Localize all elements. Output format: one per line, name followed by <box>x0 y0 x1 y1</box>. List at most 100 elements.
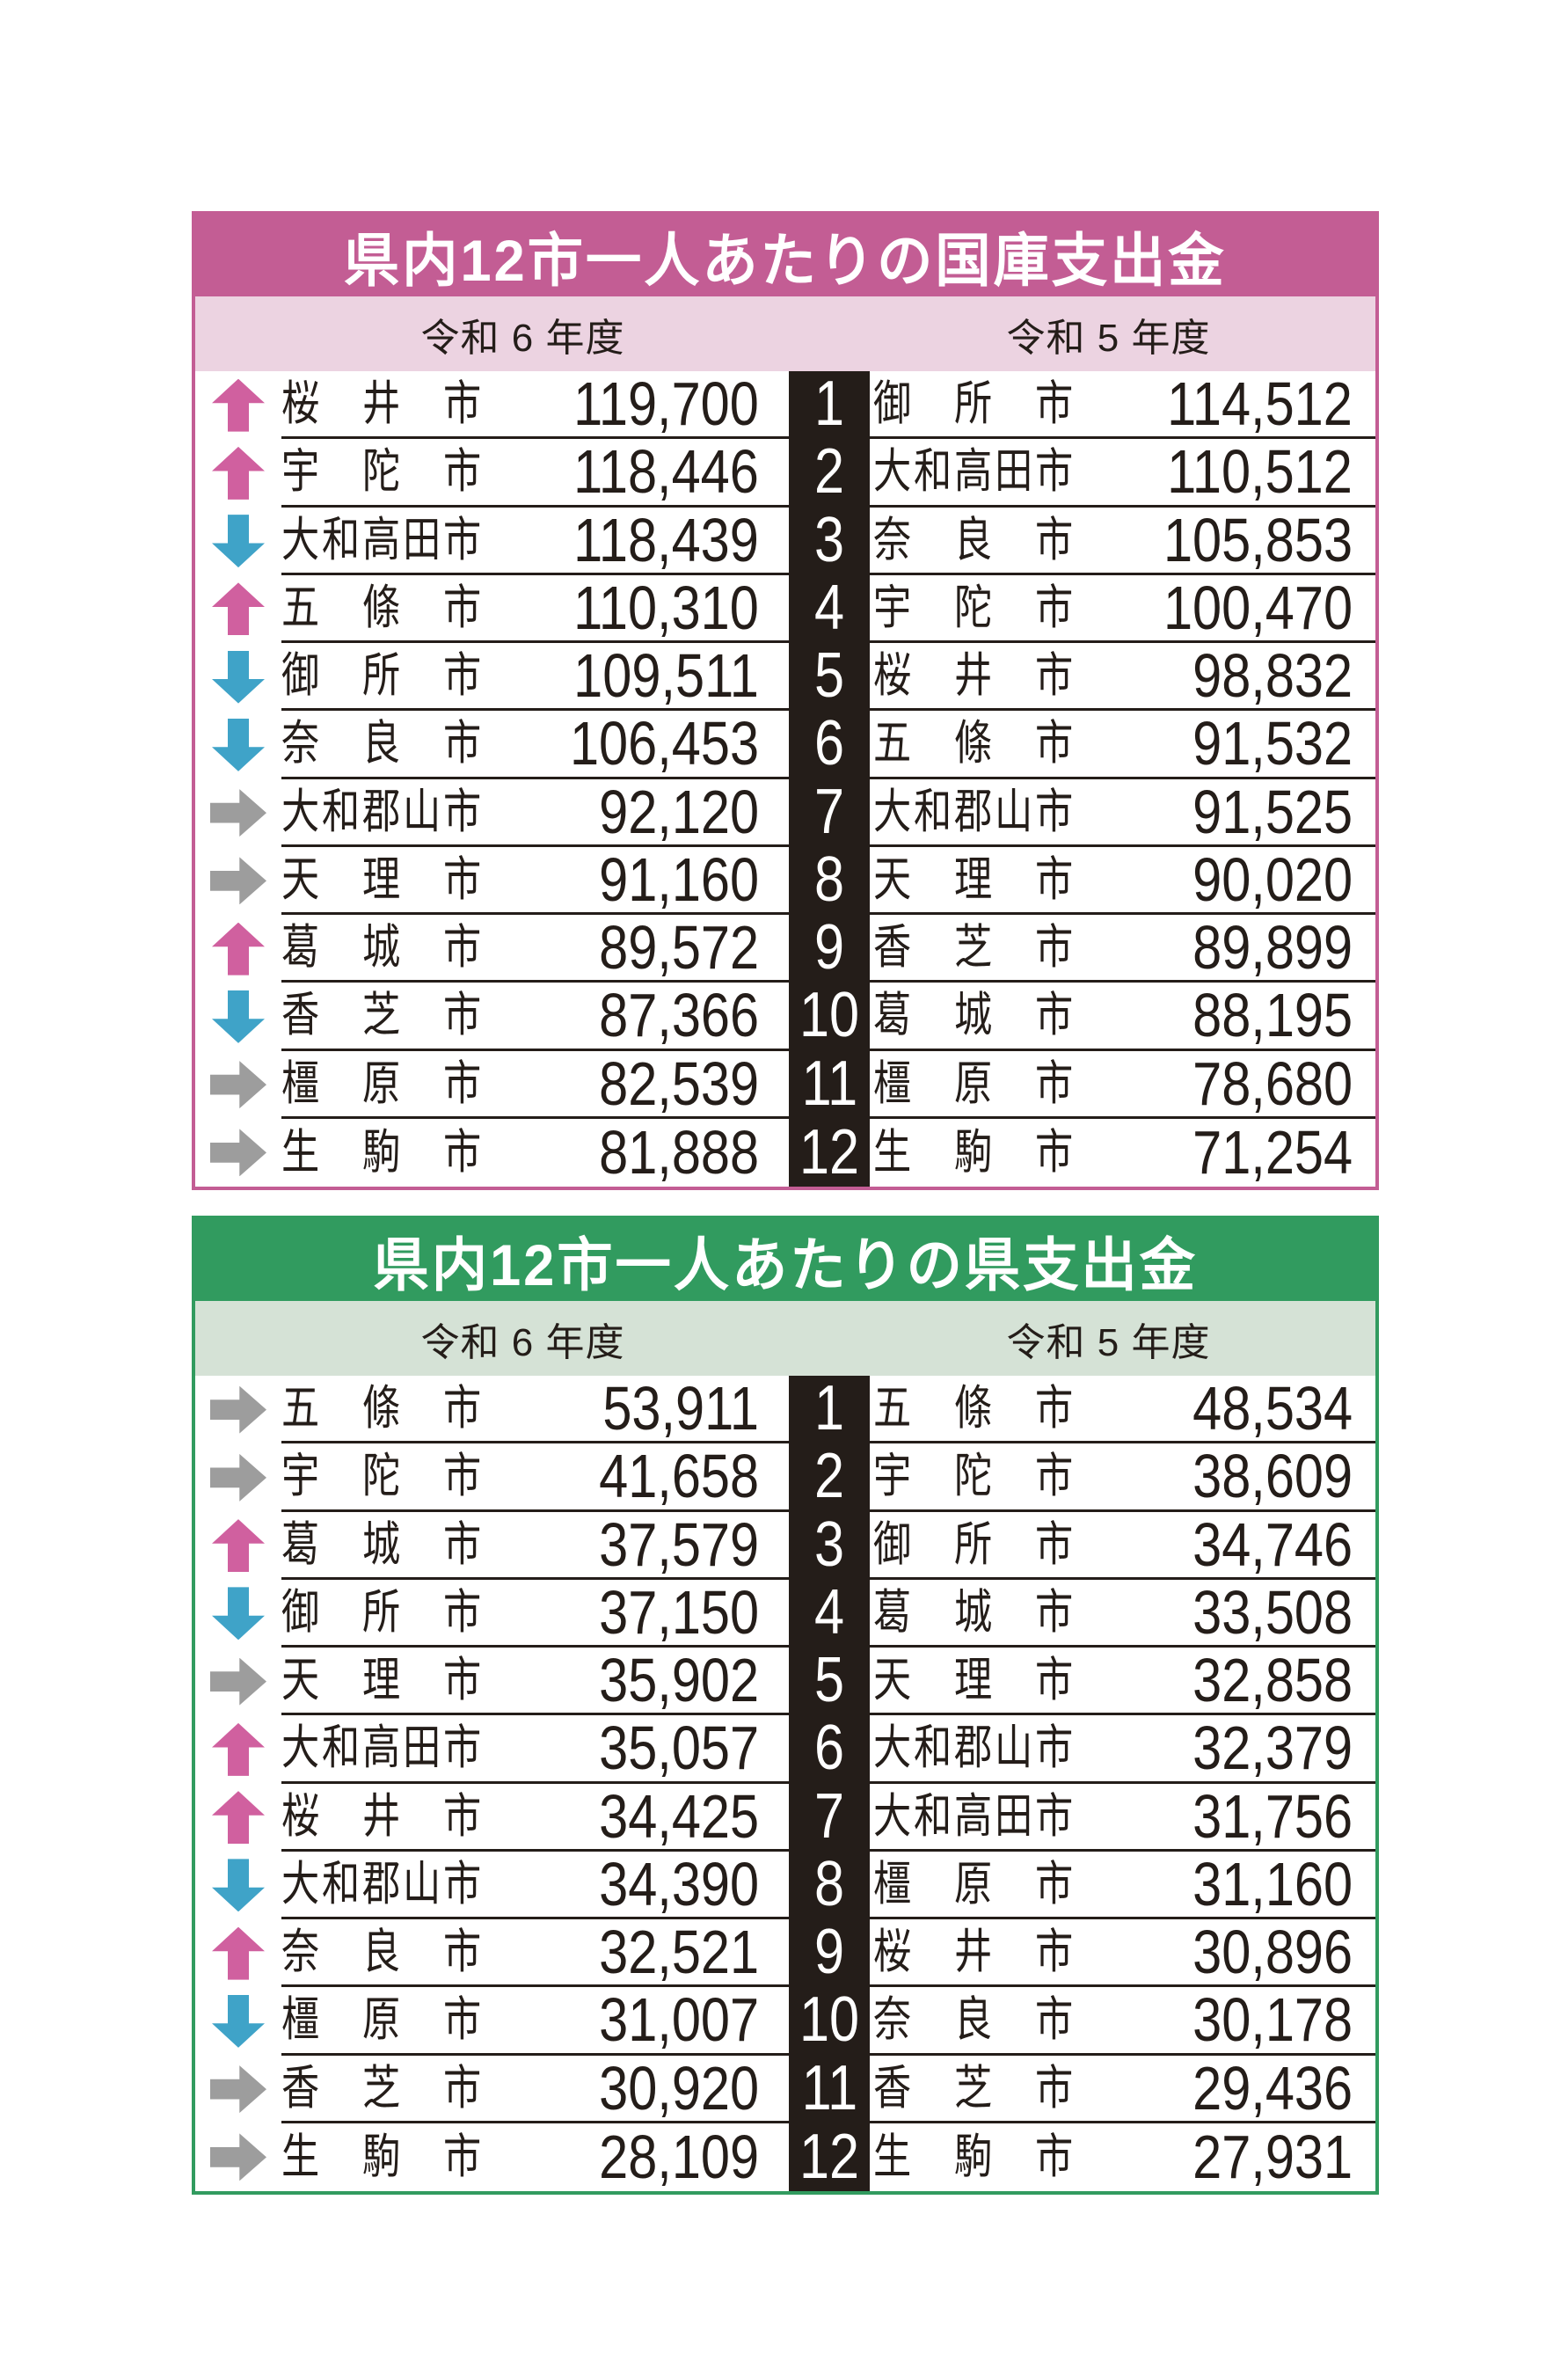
city-name-reiwa6: 宇陀市 <box>281 439 531 508</box>
right-arrow-icon <box>210 789 266 837</box>
trend-cell <box>195 2056 281 2123</box>
column-gap <box>769 1512 789 1580</box>
up-arrow-icon <box>212 1722 265 1776</box>
value-reiwa6: 118,439 <box>531 508 769 575</box>
rank-badge: 12 <box>789 2123 870 2191</box>
column-gap <box>870 1648 873 1716</box>
ranking-rows: 五條市 53,911 1 五條市 48,534 宇陀市 41,658 2 宇陀市… <box>195 1376 1375 2191</box>
trend-cell <box>195 1512 281 1580</box>
value-reiwa6: 87,366 <box>531 983 769 1051</box>
city-name-reiwa6: 天理市 <box>281 847 531 915</box>
city-name-reiwa6: 奈良市 <box>281 711 531 779</box>
rank-badge: 2 <box>789 439 870 508</box>
city-name-reiwa6: 桜井市 <box>281 1784 531 1852</box>
value-reiwa6: 32,521 <box>531 1919 769 1988</box>
right-arrow-icon <box>210 1453 266 1502</box>
column-gap <box>870 1852 873 1919</box>
national-subsidy-table: 県内12市一人あたりの国庫支出金 令和 6 年度 令和 5 年度 桜井市 119… <box>192 211 1379 1190</box>
rank-badge: 3 <box>789 507 870 575</box>
value-reiwa6: 110,310 <box>531 575 769 643</box>
column-gap <box>769 1648 789 1716</box>
right-arrow-icon <box>210 1657 266 1706</box>
city-name-reiwa6: 橿原市 <box>281 1987 531 2056</box>
city-name-reiwa5: 宇陀市 <box>873 575 1123 643</box>
column-gap <box>870 1580 873 1648</box>
rank-badge: 9 <box>789 1919 870 1988</box>
table-row: 大和郡山市 34,390 8 橿原市 31,160 <box>195 1851 1375 1919</box>
city-name-reiwa6: 御所市 <box>281 1580 531 1648</box>
value-reiwa6: 35,057 <box>531 1715 769 1784</box>
value-reiwa6: 34,390 <box>531 1852 769 1919</box>
city-name-reiwa6: 五條市 <box>281 575 531 643</box>
column-gap <box>769 983 789 1051</box>
value-reiwa5: 100,470 <box>1123 575 1375 643</box>
rank-badge: 6 <box>789 1715 870 1784</box>
city-name-reiwa5: 大和郡山市 <box>873 1715 1123 1784</box>
rank-badge: 7 <box>789 778 870 847</box>
table-title-bar: 県内12市一人あたりの県支出金 <box>195 1219 1375 1301</box>
value-reiwa6: 118,446 <box>531 439 769 508</box>
column-gap <box>870 915 873 983</box>
city-name-reiwa5: 奈良市 <box>873 1987 1123 2056</box>
trend-cell <box>195 983 281 1050</box>
rank-badge: 8 <box>789 1851 870 1919</box>
ranking-rows: 桜井市 119,700 1 御所市 114,512 宇陀市 118,446 2 … <box>195 371 1375 1187</box>
down-arrow-icon <box>212 990 265 1043</box>
up-arrow-icon <box>212 1926 265 1980</box>
value-reiwa6: 119,700 <box>531 371 769 440</box>
value-reiwa5: 91,532 <box>1123 711 1375 779</box>
right-arrow-icon <box>210 857 266 905</box>
value-reiwa5: 78,680 <box>1123 1051 1375 1119</box>
column-gap <box>769 1376 789 1444</box>
column-gap <box>769 847 789 915</box>
column-gap <box>769 508 789 575</box>
column-gap <box>870 1987 873 2056</box>
column-gap <box>769 1715 789 1784</box>
trend-cell <box>195 439 281 507</box>
value-reiwa5: 31,756 <box>1123 1784 1375 1852</box>
value-reiwa5: 105,853 <box>1123 508 1375 575</box>
city-name-reiwa5: 大和高田市 <box>873 1784 1123 1852</box>
city-name-reiwa5: 大和高田市 <box>873 439 1123 508</box>
city-name-reiwa6: 御所市 <box>281 643 531 712</box>
trend-cell <box>195 915 281 983</box>
rank-badge: 1 <box>789 1376 870 1444</box>
right-arrow-icon <box>210 2065 266 2114</box>
value-reiwa5: 34,746 <box>1123 1512 1375 1580</box>
value-reiwa6: 37,579 <box>531 1512 769 1580</box>
column-gap <box>870 2056 873 2123</box>
right-arrow-icon <box>210 1061 266 1109</box>
down-arrow-icon <box>212 515 265 568</box>
column-gap <box>769 1852 789 1919</box>
column-gap <box>870 1715 873 1784</box>
rank-badge: 6 <box>789 711 870 779</box>
table-row: 大和高田市 35,057 6 大和郡山市 32,379 <box>195 1715 1375 1784</box>
trend-cell <box>195 1119 281 1187</box>
column-gap <box>870 1051 873 1119</box>
value-reiwa6: 35,902 <box>531 1648 769 1716</box>
column-gap <box>870 1376 873 1444</box>
value-reiwa5: 29,436 <box>1123 2056 1375 2123</box>
up-arrow-icon <box>212 582 265 636</box>
table-row: 生駒市 81,888 12 生駒市 71,254 <box>195 1118 1375 1187</box>
value-reiwa5: 30,896 <box>1123 1919 1375 1988</box>
city-name-reiwa5: 橿原市 <box>873 1051 1123 1119</box>
city-name-reiwa5: 香芝市 <box>873 915 1123 983</box>
trend-cell <box>195 1580 281 1648</box>
table-row: 五條市 53,911 1 五條市 48,534 <box>195 1376 1375 1444</box>
value-reiwa5: 114,512 <box>1123 371 1375 440</box>
value-reiwa5: 88,195 <box>1123 983 1375 1051</box>
up-arrow-icon <box>212 1519 265 1573</box>
table-row: 宇陀市 41,658 2 宇陀市 38,609 <box>195 1443 1375 1512</box>
trend-cell <box>195 1715 281 1783</box>
column-gap <box>870 779 873 847</box>
column-gap <box>769 1580 789 1648</box>
column-gap <box>870 1784 873 1852</box>
table-row: 大和郡山市 92,120 7 大和郡山市 91,525 <box>195 778 1375 847</box>
city-name-reiwa6: 香芝市 <box>281 983 531 1051</box>
year-column-header-reiwa5: 令和 5 年度 <box>1006 316 1211 360</box>
table-row: 生駒市 28,109 12 生駒市 27,931 <box>195 2123 1375 2191</box>
rank-badge: 1 <box>789 371 870 440</box>
city-name-reiwa5: 桜井市 <box>873 1919 1123 1988</box>
